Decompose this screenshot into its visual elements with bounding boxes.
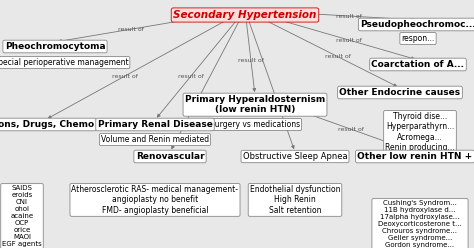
Text: Primary Renal Disease: Primary Renal Disease xyxy=(98,120,212,129)
Text: Renovascular: Renovascular xyxy=(136,152,204,161)
Text: Surgery vs medications: Surgery vs medications xyxy=(210,120,300,129)
Text: Other Endocrine causes: Other Endocrine causes xyxy=(339,88,461,97)
Text: Cushing's Syndrom...
11B hydroxylase d...
17alpha hydroxylase...
Deoxycorticoste: Cushing's Syndrom... 11B hydroxylase d..… xyxy=(374,200,467,248)
Text: Coarctation of A...: Coarctation of A... xyxy=(372,60,465,69)
Text: Volume and Renin mediated: Volume and Renin mediated xyxy=(101,135,209,144)
Text: Obstructive Sleep Apnea: Obstructive Sleep Apnea xyxy=(243,152,347,161)
Text: result of: result of xyxy=(338,127,364,132)
Text: result of: result of xyxy=(118,27,144,32)
Text: result of: result of xyxy=(112,73,138,79)
Text: Secondary Hypertension: Secondary Hypertension xyxy=(173,10,317,20)
Text: Endothelial dysfunction
High Renin
Salt retention: Endothelial dysfunction High Renin Salt … xyxy=(250,185,340,215)
Text: Atherosclerotic RAS- medical management-
angioplasty no benefit
FMD- angioplasty: Atherosclerotic RAS- medical management-… xyxy=(72,185,238,215)
Text: result of: result of xyxy=(336,13,362,19)
Text: Primary Hyperaldosternism
(low renin HTN): Primary Hyperaldosternism (low renin HTN… xyxy=(185,95,325,114)
Text: result of: result of xyxy=(238,59,264,63)
Text: ions, Drugs, Chemo: ions, Drugs, Chemo xyxy=(0,120,94,129)
Text: result of: result of xyxy=(187,93,213,98)
Text: Pseudopheochromoc...: Pseudopheochromoc... xyxy=(360,20,474,29)
Text: SAIDS
eroids
CNI
ohol
acaine
OCP
orice
MAOI
EGF agents
TKI
aephedrine: SAIDS eroids CNI ohol acaine OCP orice M… xyxy=(2,185,42,248)
Text: Thyroid dise...
Hyperparathyrn...
Acromega...
Renin producing...: Thyroid dise... Hyperparathyrn... Acrome… xyxy=(385,112,455,152)
Text: Pheochromocytoma: Pheochromocytoma xyxy=(5,42,105,51)
Text: respon...: respon... xyxy=(401,34,435,43)
Text: Other low renin HTN +: Other low renin HTN + xyxy=(357,152,473,161)
Text: result of: result of xyxy=(325,54,351,59)
Text: nd special perioperative management: nd special perioperative management xyxy=(0,58,128,67)
Text: result of: result of xyxy=(336,37,362,42)
Text: result of: result of xyxy=(178,73,204,79)
